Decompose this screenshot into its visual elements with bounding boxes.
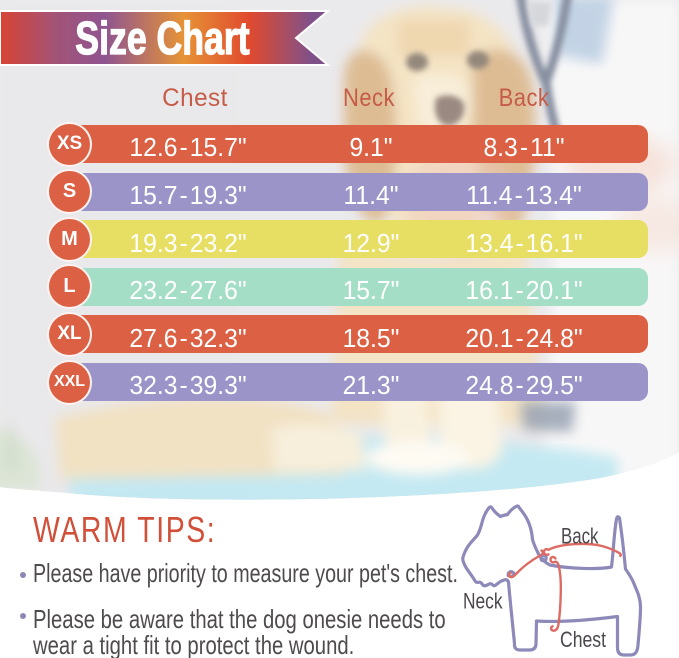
svg-text:Neck: Neck [463,589,503,614]
svg-text:Back: Back [561,524,599,549]
svg-text:Chest: Chest [560,627,606,652]
